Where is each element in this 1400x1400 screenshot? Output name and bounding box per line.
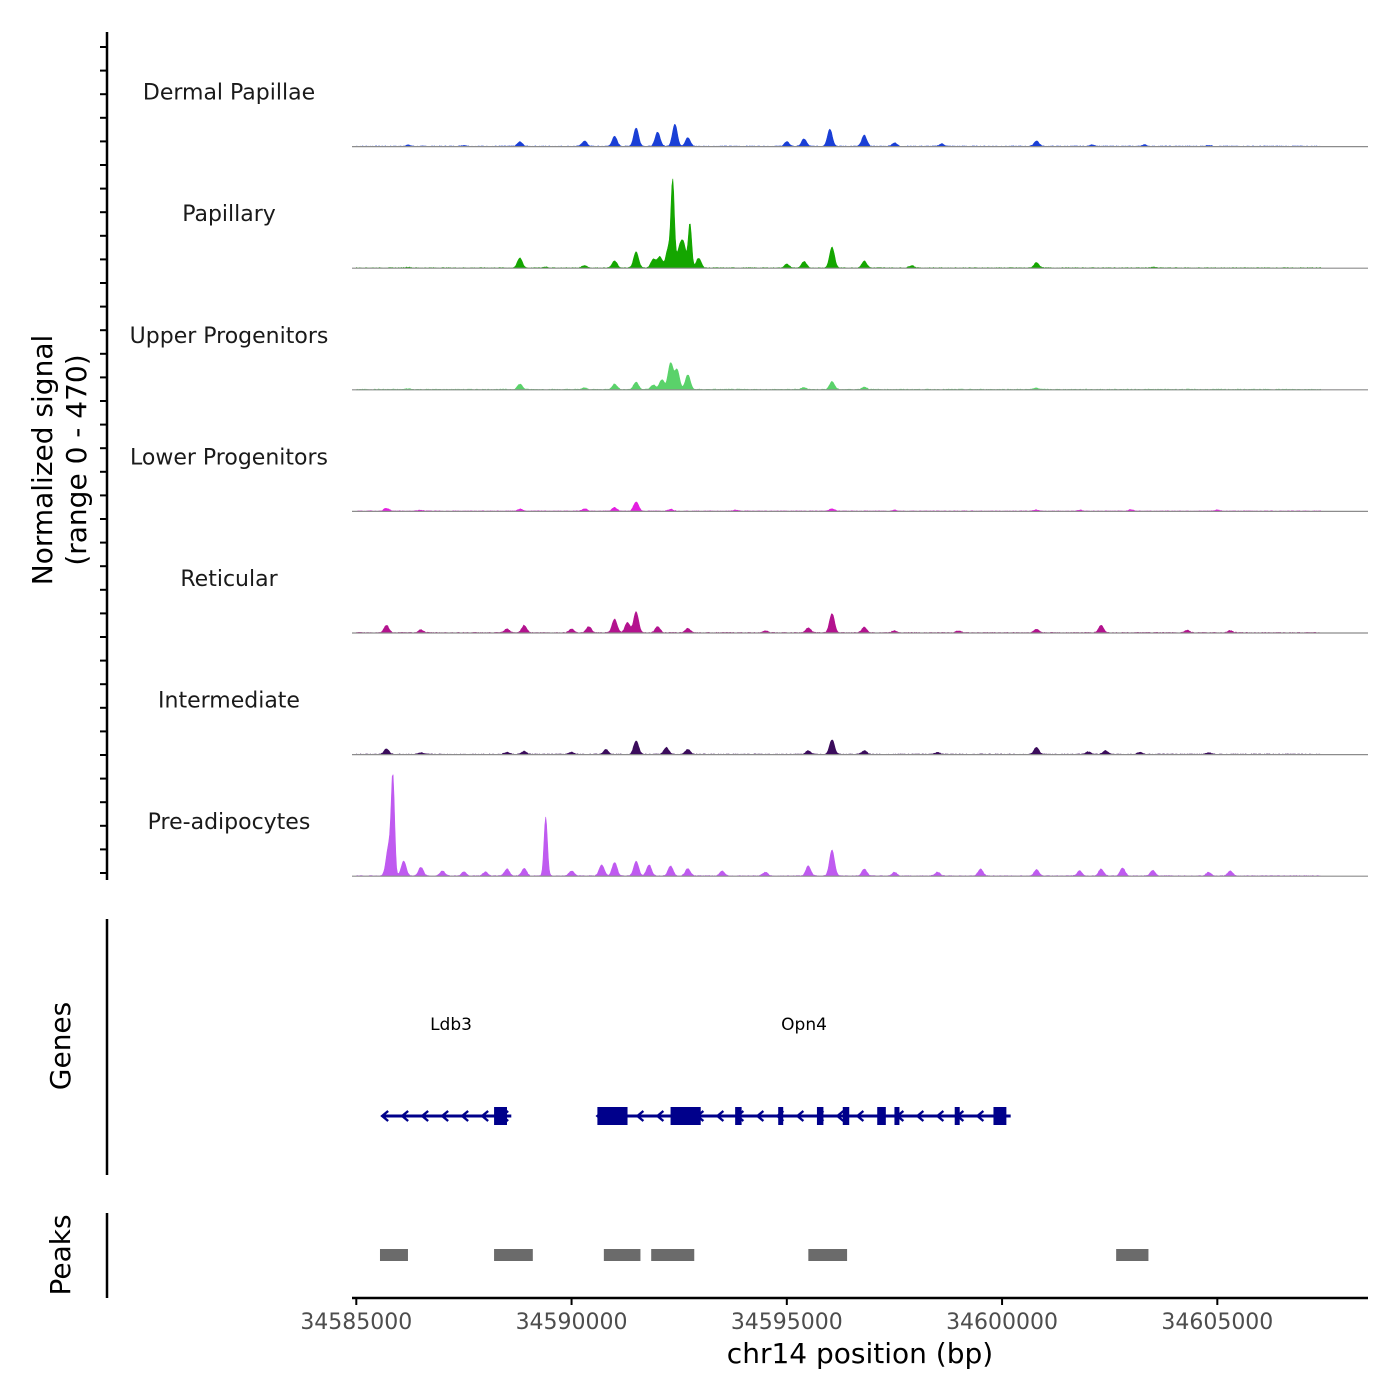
track-label: Pre-adipocytes [148, 810, 311, 835]
signal-axis [100, 32, 109, 880]
strand-arrow [635, 1110, 645, 1122]
x-axis-title: chr14 position (bp) [727, 1337, 993, 1370]
track-intermediate: Intermediate [158, 689, 1368, 756]
track-label: Upper Progenitors [130, 324, 329, 349]
strand-arrow [795, 1110, 805, 1122]
strand-arrow [400, 1110, 409, 1122]
gene-exon [877, 1107, 886, 1125]
track-pre-adipocytes: Pre-adipocytes [148, 774, 1368, 877]
strand-arrow [755, 1110, 765, 1122]
strand-arrow [855, 1110, 865, 1122]
x-axis: 34585000 34590000 34595000 34600000 34605000 [300, 1296, 1368, 1335]
peak-region [603, 1249, 641, 1261]
signal-area [356, 362, 1321, 391]
track-label: Intermediate [158, 689, 300, 714]
gene-exon [842, 1107, 850, 1125]
strand-arrow [440, 1110, 449, 1122]
peak-region [808, 1249, 848, 1261]
genes-track-title: Genes [44, 1002, 77, 1090]
signal-axis-title: Normalized signal (range 0 - 470) [26, 335, 93, 586]
gene-exon [597, 1107, 628, 1125]
strand-arrow [915, 1110, 925, 1122]
signal-area [356, 124, 1321, 147]
peak-region [494, 1249, 533, 1261]
gene-exon [670, 1107, 701, 1125]
gene-exon [894, 1107, 900, 1125]
strand-arrow [380, 1110, 389, 1122]
track-label: Reticular [180, 567, 278, 592]
track-lower-progenitors: Lower Progenitors [130, 445, 1368, 512]
gene-exon [954, 1107, 960, 1125]
gene-ldb3: Ldb3 [380, 1015, 512, 1125]
strand-arrow [835, 1110, 845, 1122]
gene-label: Ldb3 [430, 1015, 472, 1035]
strand-arrow [655, 1110, 665, 1122]
peak-region [379, 1249, 408, 1261]
signal-tracks: Dermal Papillae Papillary Upper Progenitor… [130, 81, 1368, 877]
track-upper-progenitors: Upper Progenitors [130, 324, 1368, 391]
strand-arrow [480, 1110, 489, 1122]
signal-area [356, 611, 1321, 634]
x-tick-label: 34600000 [946, 1310, 1058, 1335]
gene-exon [993, 1107, 1007, 1125]
signal-area [356, 774, 1321, 877]
strand-arrow [715, 1110, 725, 1122]
track-papillary: Papillary [182, 178, 1368, 269]
track-reticular: Reticular [180, 567, 1368, 634]
track-label: Lower Progenitors [130, 445, 328, 470]
gene-exon [735, 1107, 742, 1125]
signal-area [356, 178, 1321, 269]
signal-area [356, 501, 1321, 512]
gene-opn4: Opn4 [595, 1015, 1011, 1125]
peak-regions [379, 1249, 1149, 1261]
peak-region [1116, 1249, 1149, 1261]
track-label: Dermal Papillae [143, 81, 315, 106]
gene-exon [778, 1107, 784, 1125]
gene-exon [816, 1107, 824, 1125]
gene-label: Opn4 [781, 1015, 827, 1035]
x-tick-label: 34595000 [731, 1310, 843, 1335]
signal-axis-title-line1: Normalized signal [26, 335, 59, 586]
strand-arrow [975, 1110, 985, 1122]
strand-arrow [460, 1110, 469, 1122]
x-tick-label: 34590000 [516, 1310, 628, 1335]
strand-arrow [935, 1110, 945, 1122]
strand-arrow [420, 1110, 429, 1122]
gene-annotations: Ldb3 Opn4 [380, 1015, 1011, 1125]
peaks-track-title: Peaks [44, 1214, 77, 1295]
signal-area [356, 739, 1321, 755]
gene-exon [494, 1107, 507, 1125]
peak-region [651, 1249, 695, 1261]
x-tick-label: 34585000 [300, 1310, 412, 1335]
x-tick-label: 34605000 [1161, 1310, 1273, 1335]
track-dermal-papillae: Dermal Papillae [143, 81, 1368, 148]
signal-axis-title-line2: (range 0 - 470) [60, 354, 93, 565]
track-label: Papillary [182, 202, 276, 227]
